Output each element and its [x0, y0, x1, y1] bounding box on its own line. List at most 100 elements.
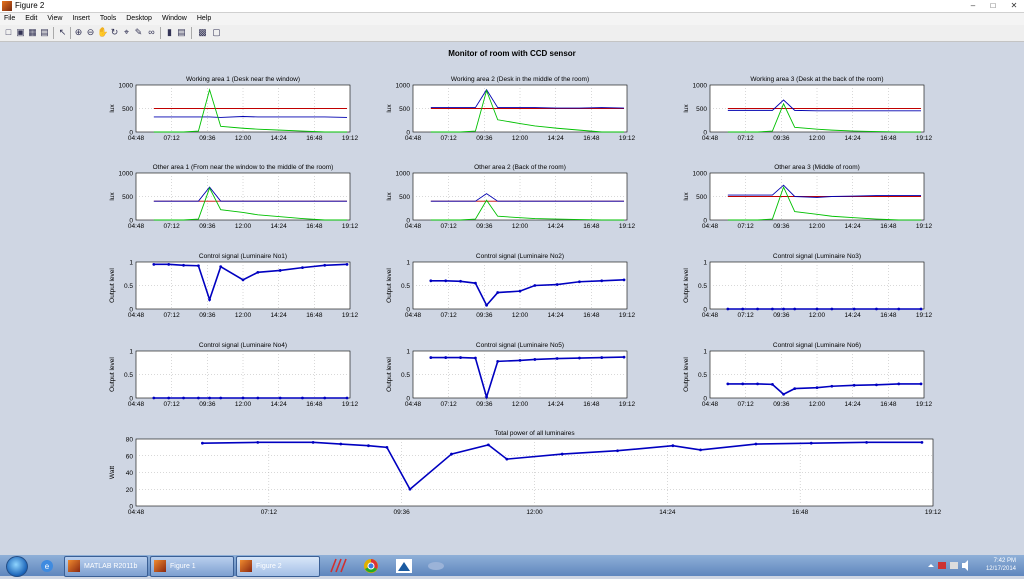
taskbar-ie-icon[interactable]: e	[36, 557, 58, 574]
y-axis-label: Output level	[109, 357, 116, 392]
series-line-3	[153, 88, 348, 133]
data-point	[533, 358, 537, 361]
data-point	[197, 264, 200, 268]
x-tick-label: 09:36	[476, 401, 493, 408]
data-point	[865, 440, 868, 444]
y-tick-label: 0.5	[698, 372, 707, 379]
zoom-out-icon[interactable]: ⊖	[86, 27, 95, 37]
tray-icons[interactable]	[924, 555, 974, 576]
data-point	[793, 387, 797, 390]
menu-help[interactable]: Help	[196, 15, 212, 22]
x-tick-label: 04:48	[405, 135, 422, 142]
menu-view[interactable]: View	[47, 15, 63, 22]
taskbar-task-figure2[interactable]: Figure 2	[236, 556, 320, 577]
y-tick-label: 0	[129, 504, 133, 511]
hide-plot-tools-icon[interactable]: ▩	[198, 27, 207, 37]
matlab-icon	[154, 560, 166, 572]
menu-file[interactable]: File	[4, 15, 16, 22]
x-tick-label: 07:12	[441, 401, 458, 408]
pan-icon[interactable]: ✋	[97, 27, 109, 37]
y-tick-label: 0.5	[124, 372, 133, 379]
rotate-icon[interactable]: ↻	[110, 27, 119, 37]
y-axis-label: Watt	[109, 466, 116, 479]
zoom-in-icon[interactable]: ⊕	[74, 27, 83, 37]
new-figure-icon[interactable]: □	[5, 27, 12, 37]
x-tick-label: 09:36	[773, 135, 790, 142]
clock-time[interactable]: 7:42 PM	[993, 558, 1016, 564]
x-tick-label: 12:00	[526, 509, 543, 516]
x-tick-label: 09:36	[199, 312, 216, 319]
menu-tools[interactable]: Tools	[99, 15, 117, 22]
chart-title: Total power of all luminaires	[494, 430, 575, 437]
y-tick-label: 500	[399, 106, 410, 113]
x-tick-label: 12:00	[512, 401, 529, 408]
x-tick-label: 16:48	[306, 312, 323, 319]
x-tick-label: 19:12	[619, 401, 636, 408]
data-point	[201, 441, 204, 445]
taskbar-task-figure1[interactable]: Figure 1	[150, 556, 234, 577]
colorbar-icon[interactable]: ▮	[167, 27, 172, 37]
x-tick-label: 19:12	[342, 401, 359, 408]
data-point	[450, 452, 453, 456]
y-tick-label: 1000	[693, 83, 708, 90]
link-icon[interactable]: ∞	[148, 27, 155, 37]
start-button[interactable]	[6, 556, 28, 577]
minimize-button[interactable]: –	[970, 1, 976, 10]
data-point	[208, 298, 211, 301]
data-point	[197, 396, 200, 400]
data-point	[578, 280, 581, 284]
data-point	[830, 384, 834, 388]
chart-7: 04:48 07:12 09:36 12:00 14:24 16:48 19:12 0 0.5 1…	[109, 253, 359, 319]
maximize-button[interactable]: □	[990, 1, 996, 10]
data-point	[301, 266, 304, 270]
taskbar-app-icon-2[interactable]	[393, 557, 415, 574]
data-point	[671, 444, 675, 448]
menu-insert[interactable]: Insert	[72, 15, 90, 22]
taskbar-task-matlab[interactable]: MATLAB R2011b	[64, 556, 148, 577]
taskbar-app-icon[interactable]	[327, 557, 349, 574]
show-plot-tools-icon[interactable]: ▢	[212, 27, 221, 37]
taskbar: e MATLAB R2011b Figure 1 Figure 2 7:42 P…	[0, 555, 1024, 577]
window-titlebar: Figure 2 – □ ✕	[0, 0, 1024, 13]
close-button[interactable]: ✕	[1010, 1, 1018, 10]
chart-10: 04:48 07:12 09:36 12:00 14:24 16:48 19:12 0 0.5 1…	[109, 342, 359, 408]
x-tick-label: 14:24	[548, 401, 565, 408]
x-tick-label: 09:36	[394, 509, 411, 516]
x-tick-label: 07:12	[738, 135, 755, 142]
pointer-icon[interactable]: ↖	[58, 27, 67, 37]
data-point	[771, 307, 774, 311]
data-point	[600, 279, 604, 283]
brush-icon[interactable]: ✎	[134, 27, 143, 37]
chart-2: 04:48 07:12 09:36 12:00 14:24 16:48 19:12 0 500 1…	[386, 76, 636, 142]
y-tick-label: 500	[122, 106, 133, 113]
data-point	[256, 440, 260, 444]
y-tick-label: 1000	[119, 83, 134, 90]
legend-icon[interactable]: ▤	[177, 27, 186, 37]
data-point	[278, 396, 282, 400]
y-tick-label: 1	[703, 260, 707, 267]
data-point	[152, 396, 156, 400]
menu-window[interactable]: Window	[161, 15, 187, 22]
y-axis-label: lux	[109, 104, 116, 113]
series-trace-1	[153, 263, 348, 303]
data-point	[560, 452, 564, 456]
y-tick-label: 0	[406, 307, 410, 314]
y-tick-label: 500	[696, 194, 707, 201]
menu-edit[interactable]: Edit	[25, 15, 38, 22]
menu-desktop[interactable]: Desktop	[126, 15, 152, 22]
print-icon[interactable]: ▤	[40, 27, 49, 37]
save-icon[interactable]: ▦	[28, 27, 37, 37]
x-tick-label: 07:12	[738, 401, 755, 408]
data-point	[555, 283, 559, 286]
data-point	[897, 307, 901, 311]
data-point	[496, 291, 500, 294]
data-cursor-icon[interactable]: ⌖	[123, 27, 130, 37]
x-tick-label: 14:24	[845, 312, 862, 319]
taskbar-app-icon-3[interactable]	[425, 557, 447, 574]
clock-date[interactable]: 12/17/2014	[985, 566, 1016, 572]
open-file-icon[interactable]: ▣	[16, 27, 25, 37]
y-tick-label: 1000	[119, 171, 134, 178]
data-point	[256, 396, 260, 400]
chrome-icon[interactable]	[360, 557, 382, 574]
y-tick-label: 500	[696, 106, 707, 113]
